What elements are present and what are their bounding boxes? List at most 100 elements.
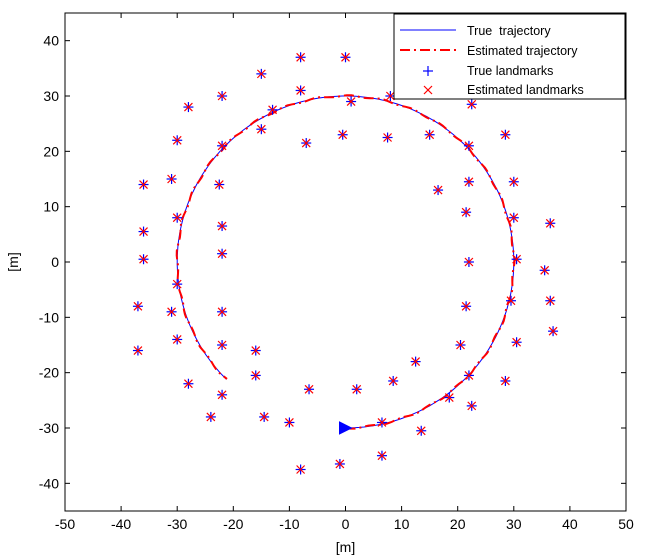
estimated-landmark-marker: [206, 412, 216, 422]
estimated-landmark-marker: [256, 124, 266, 134]
estimated-landmark-marker: [341, 52, 350, 62]
estimated-landmark-marker: [377, 451, 387, 461]
estimated-landmark-marker: [509, 177, 519, 187]
estimated-landmark-marker: [296, 52, 306, 62]
estimated-landmark-marker: [251, 346, 261, 355]
legend-label-true-landmarks: True landmarks: [467, 64, 553, 78]
legend-label-estimated-trajectory: Estimated trajectory: [467, 44, 578, 58]
estimated-landmark-marker: [385, 91, 395, 101]
estimated-landmark-marker: [500, 130, 510, 140]
x-tick-label: -50: [55, 516, 75, 532]
estimated-landmark-marker: [172, 279, 182, 289]
estimated-landmark-marker: [416, 426, 426, 436]
y-tick-label: 20: [43, 143, 59, 159]
estimated-landmark-marker: [411, 357, 421, 367]
estimated-landmark-marker: [217, 390, 227, 400]
estimated-landmark-marker: [548, 326, 558, 336]
x-tick-label: 40: [562, 516, 578, 532]
estimated-landmark-marker: [214, 180, 224, 189]
estimated-landmark-marker: [139, 180, 148, 189]
axis-tick-labels: -50 -40 -30 -20 -10 0 10 20 30 40 50 -40 -30 -20 -10 0 1…: [39, 33, 634, 532]
y-tick-label: 30: [43, 88, 59, 104]
estimated-landmark-marker: [461, 207, 471, 217]
x-tick-label: -10: [279, 516, 299, 532]
estimated-landmark-marker: [456, 340, 465, 350]
estimated-landmark-marker: [444, 393, 454, 402]
estimated-landmark-marker: [388, 376, 398, 386]
series-layer: [132, 52, 559, 475]
y-axis-label: [m]: [5, 252, 21, 271]
estimated-landmark-marker: [545, 218, 555, 228]
estimated-landmark-marker: [183, 102, 193, 112]
y-tick-label: -30: [39, 420, 59, 436]
estimated-landmark-marker: [464, 257, 474, 267]
estimated-landmark-marker: [545, 296, 555, 306]
estimated-landmark-marker: [500, 376, 510, 386]
estimated-landmark-marker: [506, 296, 516, 306]
legend-label-true-trajectory: True trajectory: [467, 24, 551, 38]
estimated-landmark-marker: [461, 301, 471, 311]
estimated-landmark-marker: [509, 213, 519, 223]
x-tick-label: -40: [111, 516, 131, 532]
estimated-landmark-marker: [467, 99, 477, 109]
estimated-landmark-marker: [172, 135, 182, 145]
estimated-landmark-marker: [217, 91, 227, 101]
estimated-landmark-marker: [512, 254, 522, 264]
estimated-landmark-marker: [172, 213, 182, 223]
estimated-landmark-marker: [464, 371, 474, 380]
y-tick-label: 10: [43, 199, 59, 215]
estimated-landmark-marker: [296, 465, 306, 474]
estimated-landmark-marker: [383, 133, 392, 142]
estimated-landmark-marker: [284, 418, 294, 427]
estimated-landmark-marker: [217, 249, 227, 259]
legend-box: [393, 13, 626, 100]
x-tick-label: 20: [450, 516, 466, 532]
estimated-landmark-marker: [346, 97, 356, 106]
y-tick-label: -40: [39, 475, 59, 491]
estimated-landmark-marker: [512, 337, 522, 347]
estimated-landmark-marker: [377, 418, 387, 427]
estimated-landmark-marker: [139, 254, 148, 264]
estimated-landmark-marker: [217, 141, 227, 151]
estimated-landmark-marker: [296, 86, 306, 95]
y-tick-label: -10: [39, 309, 59, 325]
estimated-landmark-marker: [464, 141, 474, 151]
x-tick-label: 50: [618, 516, 634, 532]
estimated-landmark-marker: [251, 371, 261, 380]
start-pose-marker: [339, 421, 353, 435]
estimated-landmark-marker: [268, 105, 277, 115]
x-tick-label: 30: [506, 516, 522, 532]
y-tick-label: -20: [39, 365, 59, 381]
estimated-landmark-marker: [183, 379, 193, 389]
estimated-landmark-marker: [217, 307, 227, 317]
legend-swatch-estimated-landmarks: [423, 85, 433, 95]
estimated-landmark-marker: [301, 138, 311, 148]
x-axis-label: [m]: [336, 539, 355, 555]
legend: True trajectory Estimated trajectory Tru…: [393, 13, 626, 100]
estimated-landmark-marker: [433, 185, 443, 195]
estimated-landmark-marker: [217, 340, 227, 350]
estimated-landmark-marker: [167, 307, 177, 317]
estimated-landmark-marker: [304, 384, 314, 394]
estimated-landmark-marker: [335, 459, 345, 469]
estimated-landmark-marker: [467, 401, 477, 411]
estimated-trajectory-line: [175, 94, 516, 430]
estimated-landmark-marker: [338, 130, 348, 140]
legend-swatch-true-landmarks: [423, 66, 433, 76]
x-tick-label: -30: [167, 516, 187, 532]
legend-label-estimated-landmarks: Estimated landmarks: [467, 83, 584, 97]
estimated-landmark-marker: [425, 130, 435, 140]
estimated-landmark-marker: [133, 346, 143, 355]
estimated-landmark-marker: [352, 384, 362, 394]
estimated-landmark-marker: [133, 301, 143, 311]
estimated-landmark-marker: [256, 69, 266, 79]
x-tick-label: 10: [394, 516, 410, 532]
estimated-landmark-marker: [172, 335, 182, 344]
x-tick-label: 0: [342, 516, 350, 532]
estimated-landmark-marker: [259, 412, 269, 422]
y-tick-label: 40: [43, 33, 59, 49]
estimated-landmark-marker: [217, 221, 227, 231]
estimated-landmark-marker: [540, 265, 550, 275]
y-tick-label: 0: [51, 254, 59, 270]
